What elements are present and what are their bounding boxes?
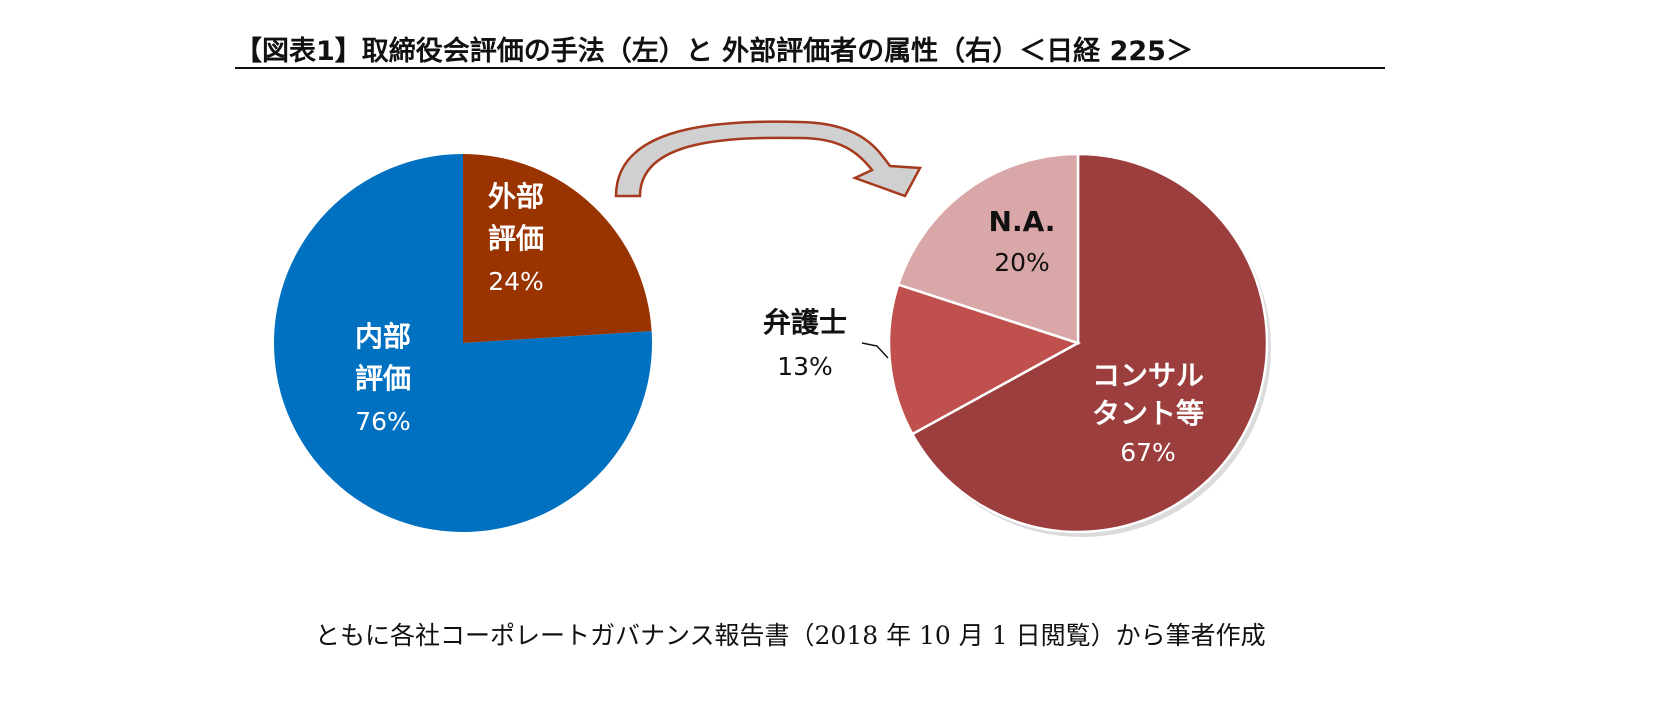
slice-label: 評価 [488,222,544,255]
slice-label: N.A. [989,205,1056,238]
slice-label: 外部 [488,180,544,213]
slice-value-label: 76% [355,407,411,436]
chart-title: 【図表1】取締役会評価の手法（左）と 外部評価者の属性（右）＜日経 225＞ [235,35,1193,67]
pie-slice [896,152,1080,345]
pie-slice [463,154,652,343]
pie-slice [910,152,1269,534]
slice-value-label: 67% [1120,438,1176,467]
slice-label: 弁護士 [763,306,847,339]
source-caption: ともに各社コーポレートガバナンス報告書（2018 年 10 月 1 日閲覧）から… [315,621,1266,650]
pie-slice [887,283,1082,436]
leader-line [861,342,889,359]
slice-label: 評価 [355,362,411,395]
slice-value-label: 13% [777,352,833,381]
slice-label: 内部 [355,320,411,353]
slice-label: コンサル [1092,359,1204,392]
slice-label: タント等 [1092,397,1204,430]
pie-slice [274,154,653,533]
curved-arrow-icon [614,120,923,198]
slice-value-label: 20% [994,248,1050,277]
slice-value-label: 24% [488,267,544,296]
